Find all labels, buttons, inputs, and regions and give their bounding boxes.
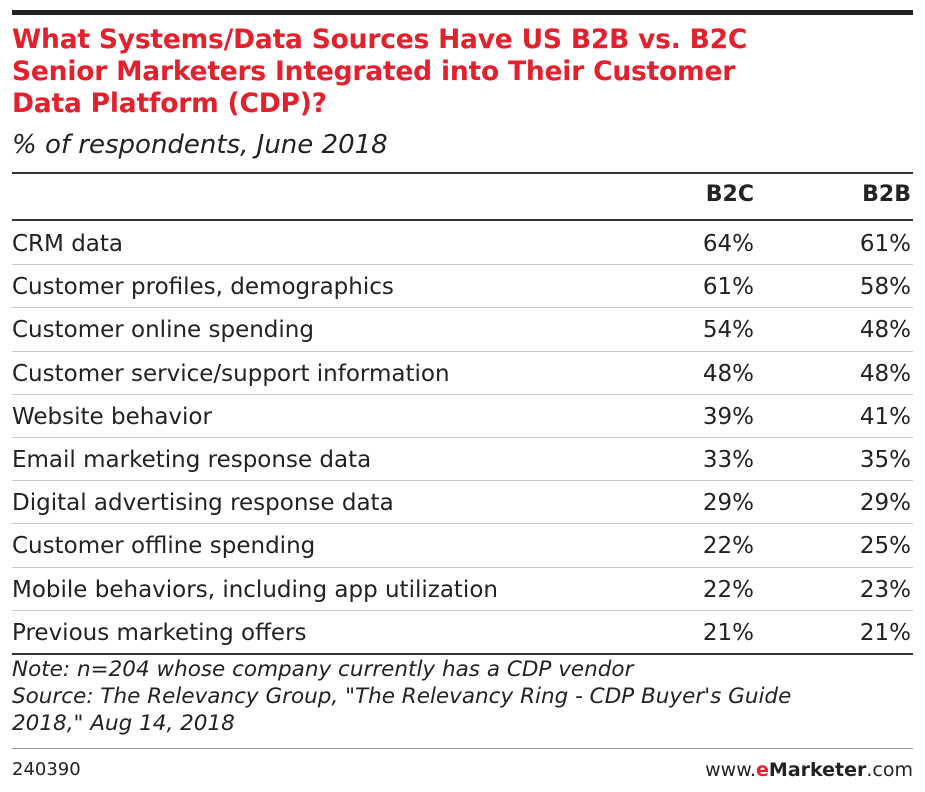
row-label: CRM data [12,231,124,257]
b2c-value: 22% [702,576,754,603]
row-divider [12,523,913,525]
source-text-line: Source: The Relevancy Group, "The Releva… [12,684,792,709]
row-label: Email marketing response data [12,447,372,473]
row-divider [12,437,913,438]
b2b-value: 29% [859,490,911,517]
table-row: Customer online spending 54% 48% [12,307,913,350]
b2c-value: 29% [702,490,754,517]
b2b-value: 48% [859,317,911,344]
b2b-value: 48% [859,360,911,387]
row-divider [12,264,913,266]
b2b-value: 25% [859,533,911,560]
row-label: Mobile behaviors, including app utilizat… [12,576,498,603]
b2b-value: 41% [859,403,911,430]
row-divider [12,393,913,395]
header-top-rule [12,172,913,174]
title-line: Data Platform (CDP)? [12,88,327,119]
row-label: Website behavior [12,403,212,430]
b2b-value: 61% [859,231,911,257]
b2c-value: 21% [702,619,754,646]
table-row: Digital advertising response data 29% 29% [12,480,913,523]
chart-title: What Systems/Data Sources Have US B2B vs… [12,24,892,120]
table-row: CRM data 64% 61% [12,221,913,264]
footer-rule [12,748,913,749]
column-header-b2b: B2B [862,182,911,207]
table-row: Mobile behaviors, including app utilizat… [12,567,913,610]
title-line: What Systems/Data Sources Have US B2B vs… [12,24,748,55]
row-divider [12,350,913,352]
row-divider [12,566,913,568]
b2b-value: 58% [859,274,911,301]
table-row: Email marketing response data 33% 35% [12,437,913,480]
row-label: Customer profiles, demographics [12,274,394,301]
table-row: Website behavior 39% 41% [12,394,913,437]
note-text: Note: n=204 whose company currently has … [12,657,634,682]
b2c-value: 33% [702,447,754,473]
b2c-value: 48% [702,360,754,387]
row-divider [12,480,913,482]
brand-name: Marketer [768,759,867,781]
table-row: Customer profiles, demographics 61% 58% [12,264,913,307]
b2b-value: 35% [859,447,911,473]
b2b-value: 23% [859,576,911,603]
footnote: Note: n=204 whose company currently has … [12,656,912,737]
brand-suffix: .com [866,759,913,781]
chart-id: 240390 [12,759,81,780]
brand-e: e [756,759,769,781]
b2c-value: 22% [702,533,754,560]
table-row: Customer service/support information 48% 4… [12,351,913,394]
column-header-b2c: B2C [705,182,754,207]
b2c-value: 39% [702,403,754,430]
source-text-line: 2018," Aug 14, 2018 [12,711,235,736]
b2c-value: 61% [702,274,754,301]
b2b-value: 21% [859,619,911,646]
b2c-value: 54% [702,317,754,344]
emarketer-logo[interactable]: www.eMarketer.com [705,757,913,783]
chart-subtitle: % of respondents, June 2018 [12,130,388,160]
row-divider [12,609,913,611]
table-row: Customer offline spending 22% 25% [12,523,913,566]
b2c-value: 64% [702,231,754,257]
row-divider [12,307,913,309]
brand-prefix: www. [705,759,757,781]
table-row: Previous marketing offers 21% 21% [12,610,913,653]
table-bottom-rule [12,653,913,655]
header-bottom-rule [12,219,913,221]
row-label: Customer service/support information [12,360,450,387]
row-label: Customer online spending [12,317,314,344]
row-label: Digital advertising response data [12,490,394,517]
title-line: Senior Marketers Integrated into Their C… [12,56,736,87]
row-label: Customer offline spending [12,533,316,560]
top-rule [12,10,913,15]
row-label: Previous marketing offers [12,619,307,646]
